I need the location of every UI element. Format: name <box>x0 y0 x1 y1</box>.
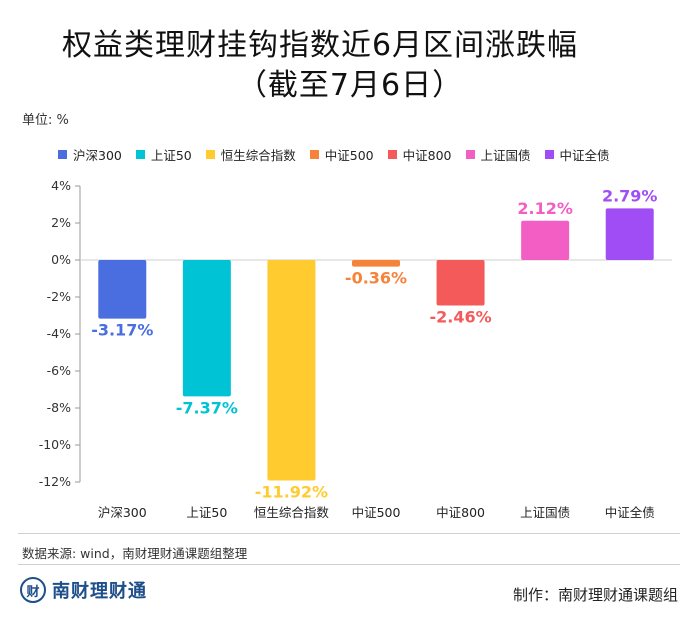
logo: 财 南财理财通 <box>20 577 147 603</box>
bar-value-label: -11.92% <box>255 483 328 502</box>
legend-label: 上证50 <box>150 148 192 163</box>
x-category-label: 中证全债 <box>605 505 655 520</box>
x-category-label: 沪深300 <box>98 505 147 520</box>
y-tick-label: -8% <box>47 400 71 415</box>
y-tick-label: -12% <box>39 474 71 489</box>
legend-item: 中证800 <box>387 145 452 164</box>
bar <box>267 260 316 481</box>
legend-item: 上证国债 <box>465 145 531 164</box>
bar <box>98 260 147 319</box>
bar <box>182 260 231 397</box>
y-tick-label: -10% <box>39 437 71 452</box>
y-tick-label: 0% <box>51 252 71 267</box>
y-tick-label: -6% <box>47 363 71 378</box>
bar-chart: 4% 2% 0% -2% -4% -6% -8% -10% -12% -3.17% 沪深300 -7.… <box>39 178 672 520</box>
y-tick-label: -4% <box>47 326 71 341</box>
divider-top <box>18 533 680 534</box>
x-category-label: 恒生综合指数 <box>254 505 330 520</box>
bar <box>436 260 485 306</box>
legend-swatch <box>309 150 319 159</box>
legend-label: 中证800 <box>402 148 452 163</box>
logo-icon: 财 <box>20 577 46 603</box>
bar-value-label: -7.37% <box>176 398 238 417</box>
bar <box>521 220 570 260</box>
legend-label: 恒生综合指数 <box>220 148 296 163</box>
legend-swatch <box>465 150 475 159</box>
legend-swatch <box>135 150 145 159</box>
chart-subtitle: （截至7月6日） <box>236 68 464 103</box>
bar-value-label: 2.12% <box>517 199 573 218</box>
divider-bottom <box>18 564 680 565</box>
x-category-label: 上证50 <box>186 505 227 520</box>
legend-item: 沪深300 <box>58 145 122 164</box>
x-category-label: 中证500 <box>352 505 401 520</box>
y-tick-label: 4% <box>51 178 71 193</box>
bar-value-label: -0.36% <box>345 269 407 288</box>
x-category-label: 上证国债 <box>520 505 570 520</box>
bar-value-label: 2.79% <box>602 186 658 205</box>
x-category-label: 中证800 <box>436 505 485 520</box>
bar <box>352 260 400 267</box>
credit-note: 制作：南财理财通课题组 <box>512 586 678 604</box>
legend-swatch <box>58 150 67 159</box>
source-note: 数据来源: wind，南财理财通课题组整理 <box>22 546 248 561</box>
y-tick-label: -2% <box>47 289 71 304</box>
logo-text: 南财理财通 <box>52 581 147 602</box>
legend-label: 沪深300 <box>73 148 122 163</box>
bar-value-label: -3.17% <box>91 321 153 340</box>
legend-item: 中证全债 <box>544 145 610 164</box>
legend-label: 上证国债 <box>480 148 531 163</box>
unit-label: 单位: % <box>22 113 69 128</box>
legend-swatch <box>205 150 215 159</box>
legend-swatch <box>544 150 554 159</box>
legend-item: 上证50 <box>135 145 192 164</box>
chart-legend: 沪深300 上证50 恒生综合指数 中证500 中证800 上证国债 中证全债 <box>58 145 610 164</box>
bar-value-label: -2.46% <box>429 308 491 327</box>
legend-label: 中证全债 <box>559 148 610 163</box>
legend-label: 中证500 <box>324 148 374 163</box>
bar <box>605 208 654 260</box>
chart-title: 权益类理财挂钩指数近6月区间涨跌幅 <box>61 28 579 63</box>
legend-item: 恒生综合指数 <box>205 145 296 164</box>
legend-item: 中证500 <box>309 145 374 164</box>
legend-swatch <box>387 150 397 159</box>
y-tick-label: 2% <box>51 215 71 230</box>
